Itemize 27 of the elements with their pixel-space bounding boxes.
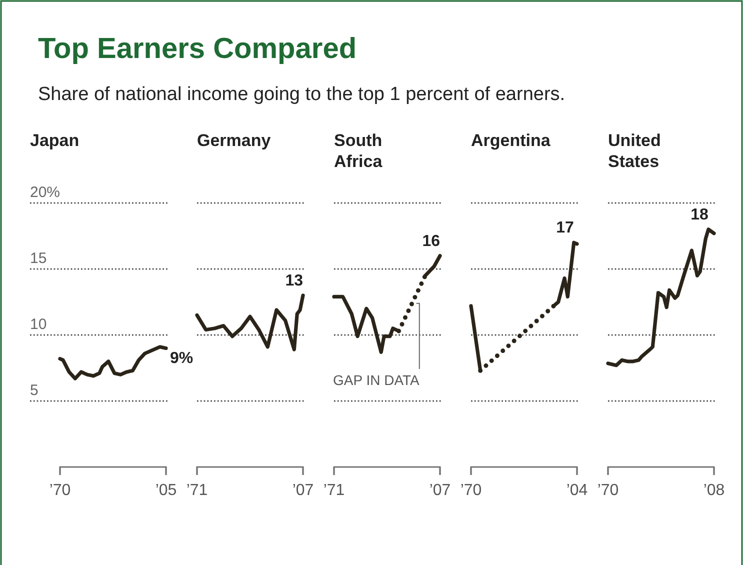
x-tick-label: ’71 [323,482,345,499]
annotation: 13 [285,272,304,290]
chart-title: United States [608,131,661,171]
annotation: 18 [690,206,709,224]
x-tick-label: ’70 [49,482,71,499]
y-tick-label: 20% [30,184,60,201]
y-tick-label: 10 [30,316,47,333]
chart-title: South Africa [334,131,383,171]
y-tick-label: 15 [30,250,47,267]
text: Share of national income going to the top 1 percent of earners. [38,84,566,105]
x-tick-label: ’70 [597,482,619,499]
x-tick-label: ’07 [292,482,314,499]
chart-title: Japan [30,131,80,150]
y-tick-label: 5 [30,382,38,399]
text: Top Earners Compared [38,33,357,65]
x-tick-label: ’05 [155,482,177,499]
annotation: 17 [556,220,574,237]
annotation: 9% [170,350,194,368]
annotation: 16 [422,232,440,250]
x-tick-label: ’71 [186,482,208,499]
x-tick-label: ’04 [566,482,588,499]
chart-title: Argentina [471,131,551,150]
annotation: GAP IN DATA [333,372,420,388]
x-tick-label: ’08 [703,482,725,499]
x-tick-label: ’07 [429,482,451,499]
x-tick-label: ’70 [460,482,482,499]
chart-title: Germany [197,131,272,150]
